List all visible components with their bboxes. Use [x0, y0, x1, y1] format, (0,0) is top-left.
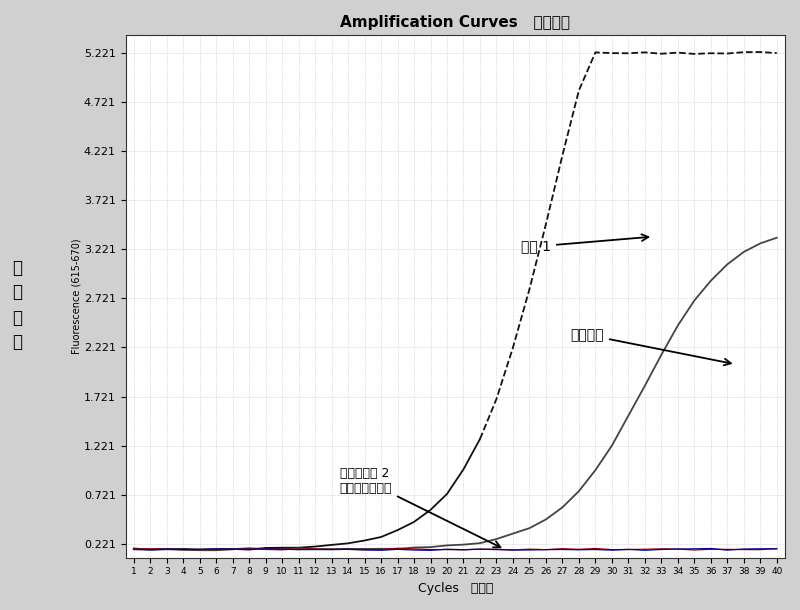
Text: 荧
光
增
量: 荧 光 增 量 — [13, 259, 22, 351]
Title: Amplification Curves   扩增曲线: Amplification Curves 扩增曲线 — [340, 15, 570, 30]
Text: 样品 1: 样品 1 — [522, 234, 648, 253]
Text: 红线为样品 2
蓝线为阴性对照: 红线为样品 2 蓝线为阴性对照 — [340, 467, 501, 547]
Y-axis label: Fluorescence (615-670): Fluorescence (615-670) — [71, 239, 81, 354]
X-axis label: Cycles   循环数: Cycles 循环数 — [418, 582, 493, 595]
Text: 阳性对照: 阳性对照 — [570, 328, 731, 365]
